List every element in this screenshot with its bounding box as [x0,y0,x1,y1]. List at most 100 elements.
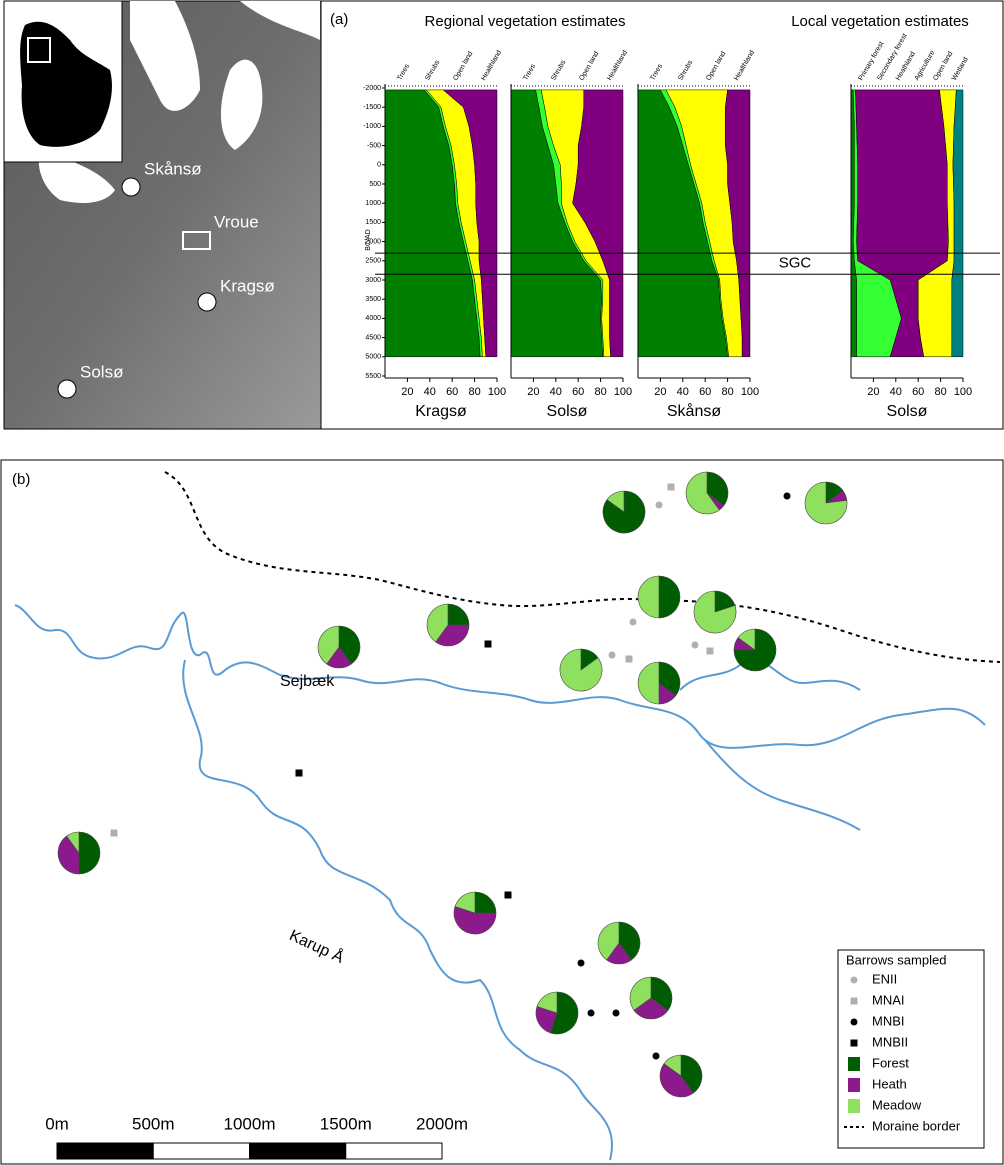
legend-box [837,949,985,1149]
barrow-marker [629,618,637,626]
river-label: Sejbæk [280,673,335,690]
barrow-marker [850,1039,858,1047]
taxon-label: Shrubs [424,59,441,82]
pie-slice [78,831,101,875]
taxon-label: Trees [396,63,411,82]
y-tick-label: 5000 [365,354,381,361]
pie-slice [317,625,340,665]
diagram-title: Kragsø [415,403,467,420]
pie-slice [637,661,660,705]
x-tick-label: 80 [934,386,946,398]
pie-slice [435,624,470,647]
panel-label: (a) [330,11,348,28]
group-title: Local vegetation estimates [791,13,969,30]
scale-segment [249,1142,347,1160]
y-tick-label: -1500 [363,104,381,111]
site [57,379,77,399]
x-tick-label: 60 [446,386,458,398]
pie-slice [637,575,660,619]
x-tick-label: 60 [572,386,584,398]
x-tick-label: 100 [741,386,759,398]
y-tick-label: -2000 [363,85,381,92]
pie-slice [737,628,756,651]
pie-slice [658,661,681,696]
x-tick-label: 60 [912,386,924,398]
y-tick-label: 3000 [365,277,381,284]
vegetation-area [951,89,964,358]
legend-item: Moraine border [872,1118,961,1133]
y-tick-label: 5500 [365,373,381,380]
vegetation-area [572,89,624,358]
pie-slice [426,603,449,643]
pie-slice [804,481,848,525]
x-tick-label: 80 [594,386,606,398]
panel-label: (b) [12,471,30,488]
barrow-marker [587,1009,595,1017]
x-tick-label: 80 [468,386,480,398]
y-tick-label: 3500 [365,296,381,303]
legend-item: ENII [872,971,897,986]
pie-slice [338,625,361,665]
scale-segment [56,1142,154,1160]
water [130,1,200,111]
legend-swatch [848,1078,860,1092]
legend-title: Barrows sampled [846,952,946,967]
pie-slice [454,891,476,914]
x-tick-label: 100 [614,386,632,398]
pie-slice [706,471,729,506]
barrow-marker [612,1009,620,1017]
legend-item: Forest [872,1055,909,1070]
legend-item: MNAI [872,992,905,1007]
taxon-label: Trees [522,63,537,82]
pie-slice [66,831,80,854]
scale-label: 1000m [224,1114,276,1133]
pie-slice [453,906,497,935]
panel-b-frame [0,459,1004,1165]
y-tick-label: 0 [377,162,381,169]
taxon-label: Shrubs [550,59,567,82]
y-tick-label: -1000 [363,123,381,130]
x-tick-label: 40 [424,386,436,398]
pie-slice [447,603,470,626]
barrow-marker [577,959,585,967]
x-tick-label: 20 [401,386,413,398]
taxon-label: Wetland [951,56,970,82]
x-tick-label: 20 [867,386,879,398]
y-tick-label: -500 [367,142,381,149]
x-tick-label: 40 [677,386,689,398]
barrow-marker [110,829,118,837]
pie-slice [680,1054,703,1094]
taxon-label: Open land [452,50,474,82]
y-tick-label: 4500 [365,334,381,341]
taxon-label: Healthland [733,49,756,82]
barrow-marker [625,655,633,663]
water [220,59,263,150]
scale-label: 0m [45,1114,69,1133]
vegetation-area [442,89,498,358]
barrow-marker [484,640,492,648]
pie-slice [633,997,669,1020]
pie-slice [685,471,720,515]
barrow-marker [850,976,858,984]
barrow-marker [652,1052,660,1060]
panel-a-frame [320,0,1004,430]
x-tick-label: 60 [699,386,711,398]
pie-slice [535,1006,558,1034]
legend-item: Heath [872,1076,907,1091]
site-box [182,231,211,250]
taxon-label: Trees [649,63,664,82]
pie-slice [606,490,625,513]
river [199,651,986,749]
pie-slice [474,891,497,914]
barrow-marker [295,769,303,777]
taxon-label: Healthland [480,49,503,82]
water [38,150,115,203]
legend-swatch [848,1057,860,1071]
pie-slice [658,575,681,619]
scale-label: 500m [132,1114,175,1133]
taxon-label: Open land [578,50,600,82]
river [182,659,613,1161]
pie-slice [629,976,652,1011]
diagram-title: Skånsø [667,402,721,420]
pollen-diagrams: Trees Shrubs Open land Healthland 20 40 60 80 10… [363,33,1000,420]
